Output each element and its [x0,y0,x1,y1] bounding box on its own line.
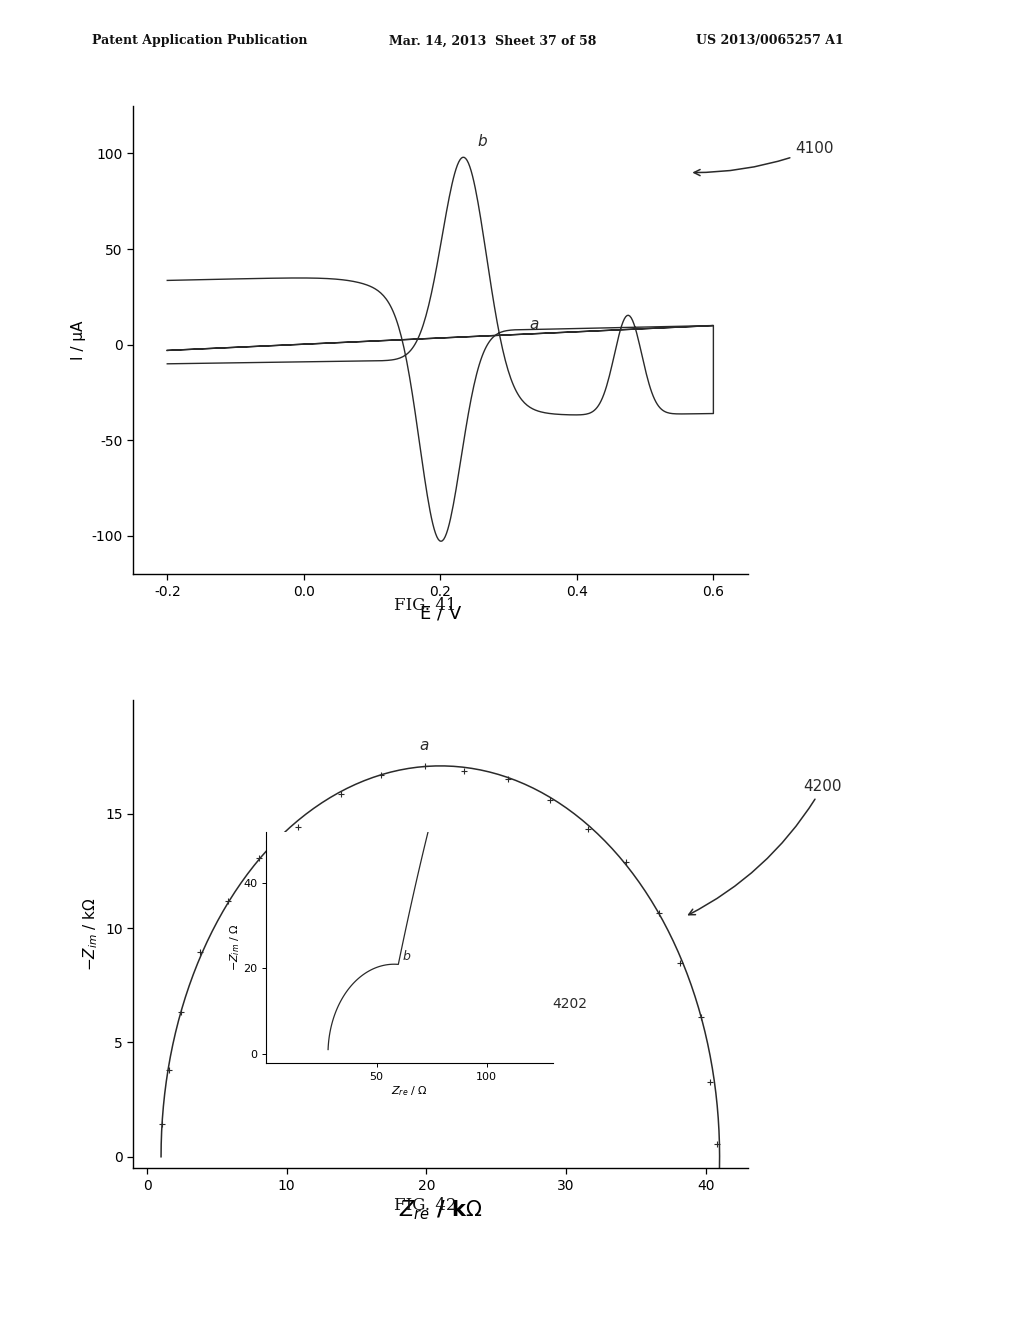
Text: FIG. 42: FIG. 42 [393,1197,457,1214]
Text: FIG. 41: FIG. 41 [393,597,457,614]
Text: 4200: 4200 [689,779,842,915]
Text: 4202: 4202 [458,997,587,1028]
Y-axis label: I / μA: I / μA [71,321,86,359]
Text: a: a [529,317,539,333]
X-axis label: $Z_{re}$ / $\Omega$: $Z_{re}$ / $\Omega$ [391,1085,428,1098]
Y-axis label: $-Z_{im}$ / $\Omega$: $-Z_{im}$ / $\Omega$ [228,923,242,972]
X-axis label: $Z_{re}$ / k$\Omega$: $Z_{re}$ / k$\Omega$ [398,1199,482,1222]
Text: US 2013/0065257 A1: US 2013/0065257 A1 [696,34,844,48]
Text: 4100: 4100 [694,141,834,176]
Text: a: a [420,738,429,752]
X-axis label: E / V: E / V [420,605,461,622]
Text: b: b [478,133,487,149]
Text: Mar. 14, 2013  Sheet 37 of 58: Mar. 14, 2013 Sheet 37 of 58 [389,34,597,48]
Text: b: b [403,950,411,962]
Text: Patent Application Publication: Patent Application Publication [92,34,307,48]
Y-axis label: $-Z_{im}$ / k$\Omega$: $-Z_{im}$ / k$\Omega$ [81,898,99,970]
